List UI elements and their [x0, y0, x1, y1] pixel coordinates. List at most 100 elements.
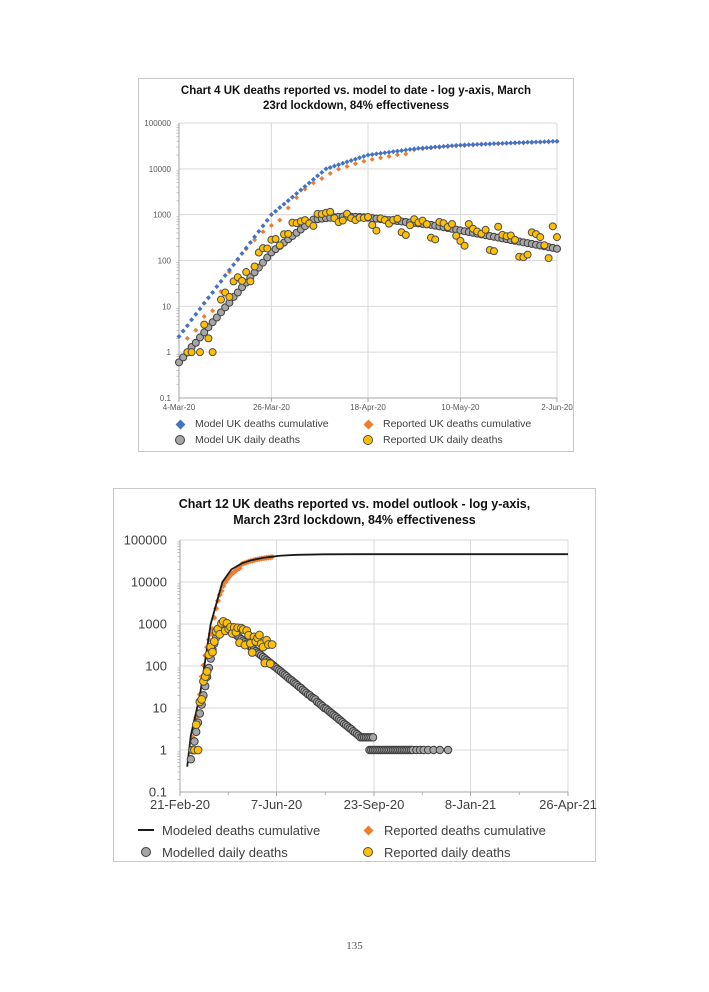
x-tick-label: 7-Jun-20 — [251, 797, 302, 812]
data-point — [453, 142, 459, 148]
data-point — [550, 138, 556, 144]
data-point — [184, 323, 190, 329]
data-point — [250, 262, 259, 271]
data-point — [431, 235, 440, 244]
data-point — [208, 647, 217, 657]
series-dots-reported-uk-daily-deaths — [183, 207, 561, 357]
chart4-plot-area: 100000 10000 1000 100 10 1 0.14-Mar-20 26-Mar-2… — [144, 119, 573, 412]
data-point — [205, 295, 211, 301]
data-point — [309, 221, 318, 230]
data-point — [466, 142, 472, 148]
y-tick-label: 1000 — [153, 211, 171, 220]
data-point — [184, 335, 190, 341]
data-point — [348, 157, 354, 163]
data-point — [390, 149, 396, 155]
data-point — [512, 140, 518, 146]
data-point — [289, 194, 295, 200]
data-point — [336, 166, 342, 172]
data-point — [548, 222, 557, 231]
data-point — [263, 244, 272, 253]
legend-item-model-daily: Model UK daily deaths — [172, 433, 300, 447]
circle-marker-icon — [360, 435, 376, 445]
data-point — [319, 169, 325, 175]
data-point — [191, 338, 200, 347]
data-point — [209, 637, 219, 646]
data-point — [197, 306, 203, 312]
data-point — [326, 207, 335, 216]
data-point — [195, 709, 205, 718]
data-point — [435, 745, 445, 755]
data-point — [553, 233, 561, 242]
data-point — [511, 235, 519, 244]
data-point — [474, 141, 480, 147]
data-point — [443, 745, 453, 755]
data-point — [310, 180, 316, 186]
diamond-marker-icon — [360, 419, 376, 429]
data-point — [327, 164, 333, 170]
y-tick-label: 10000 — [131, 575, 167, 590]
data-point — [394, 148, 400, 154]
data-point — [200, 328, 209, 337]
data-point — [306, 180, 312, 186]
data-point — [481, 225, 490, 234]
data-point — [310, 176, 316, 182]
data-point — [268, 223, 274, 229]
data-point — [352, 156, 358, 162]
data-point — [372, 226, 381, 235]
data-point — [197, 695, 207, 704]
data-point — [401, 231, 410, 240]
data-point — [284, 229, 293, 238]
x-tick-label: 10-May-20 — [441, 403, 480, 412]
data-point — [523, 250, 532, 259]
data-point — [227, 572, 234, 579]
data-point — [361, 153, 367, 159]
data-point — [470, 142, 476, 148]
data-point — [478, 141, 484, 147]
data-point — [193, 327, 199, 333]
data-point — [229, 570, 236, 577]
data-point — [285, 198, 291, 204]
legend-item-reported-daily: Reported daily deaths — [360, 843, 510, 861]
legend-label: Modelled daily deaths — [162, 844, 288, 860]
data-point — [192, 727, 201, 737]
data-point — [365, 152, 371, 158]
data-point — [187, 348, 196, 357]
data-point — [364, 213, 372, 222]
data-point — [260, 229, 266, 235]
data-point — [256, 228, 262, 234]
data-point — [176, 333, 182, 339]
series-dots-reported-daily-deaths — [188, 617, 277, 755]
chart12-title: Chart 12 UK deaths reported vs. model ou… — [114, 496, 595, 529]
data-point — [420, 145, 426, 151]
data-point — [424, 145, 430, 151]
series-line-modeled-deaths-cumulative — [186, 553, 568, 767]
data-point — [457, 142, 463, 148]
chart12-figure: Chart 12 UK deaths reported vs. model ou… — [113, 488, 597, 862]
data-point — [204, 334, 213, 343]
data-point — [344, 163, 350, 169]
legend-label: Reported daily deaths — [384, 844, 511, 860]
data-point — [191, 720, 201, 730]
data-point — [369, 156, 375, 162]
data-point — [448, 219, 456, 228]
data-point — [193, 745, 203, 755]
data-point — [554, 138, 560, 144]
y-tick-label: 1000 — [138, 617, 167, 632]
data-point — [436, 144, 442, 150]
data-point — [508, 140, 514, 146]
data-point — [231, 262, 237, 268]
legend-item-reported-daily: Reported UK daily deaths — [360, 433, 503, 447]
data-point — [541, 139, 547, 145]
page-number: 135 — [346, 940, 363, 952]
data-point — [180, 328, 186, 334]
legend-item-reported-cumulative: Reported UK deaths cumulative — [360, 417, 531, 431]
y-tick-label: 0.1 — [149, 785, 167, 800]
data-point — [235, 256, 241, 262]
x-tick-label: 18-Apr-20 — [350, 403, 386, 412]
line-marker-icon — [138, 828, 154, 832]
data-point — [212, 313, 221, 322]
data-point — [373, 151, 379, 157]
data-point — [432, 144, 438, 150]
data-point — [267, 640, 277, 649]
